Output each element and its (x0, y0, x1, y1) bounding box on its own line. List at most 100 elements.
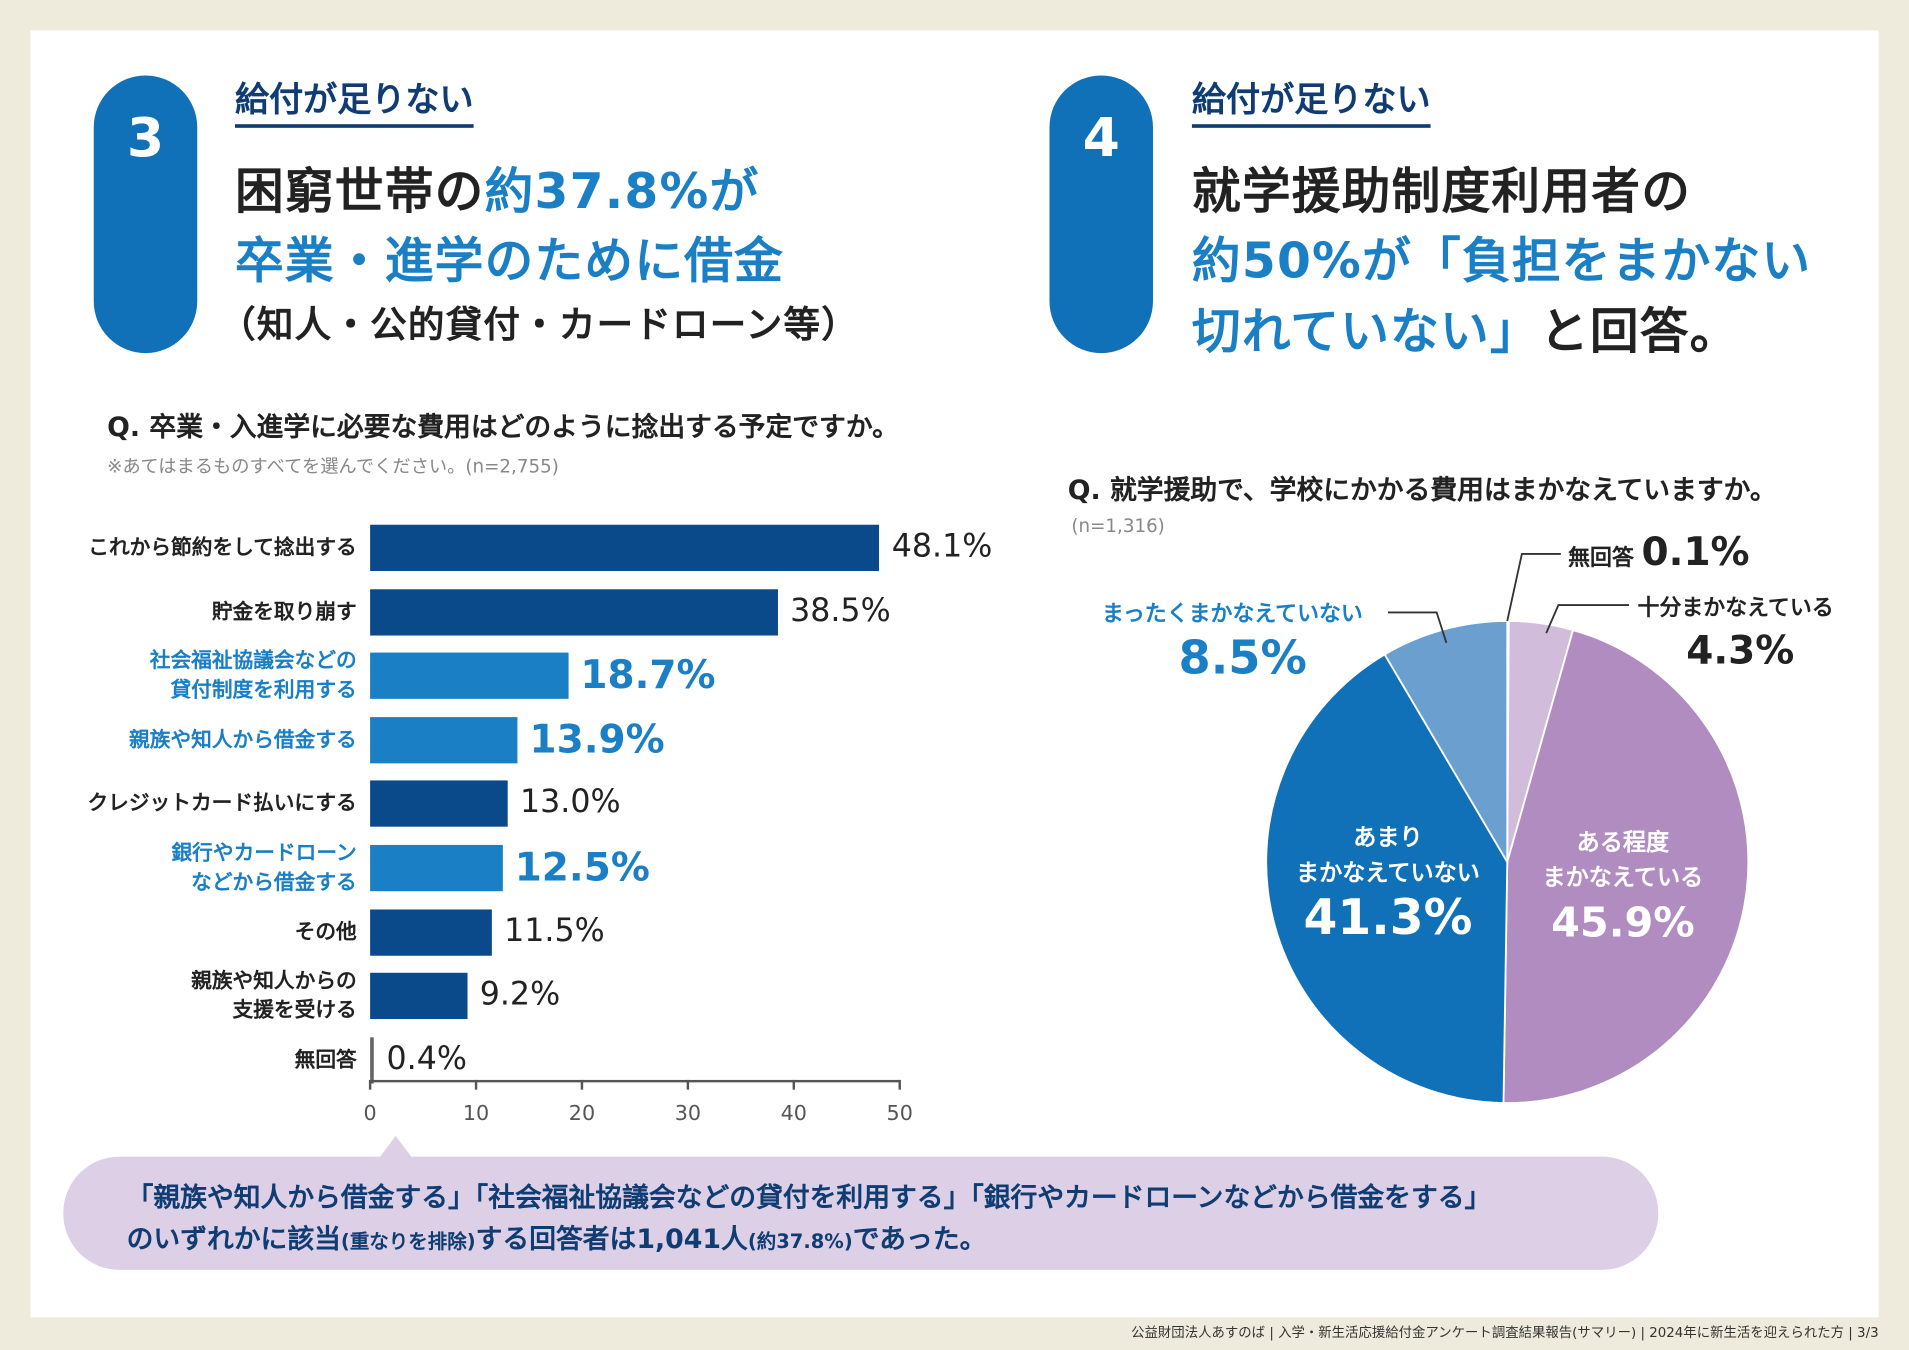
title-text: と回答。 (1539, 304, 1740, 361)
bar-value-label: 0.4% (386, 1040, 467, 1078)
bar (370, 1037, 375, 1084)
pie-slice (1502, 628, 1750, 1104)
label-line: 無回答 (294, 1048, 357, 1073)
bar-value-label: 48.1% (891, 528, 993, 565)
bar (370, 652, 569, 700)
label-line: 親族や知人から借金する (129, 727, 357, 753)
slice-value: 45.9% (1551, 898, 1695, 948)
pie-chart-note: (n=1,316) (1071, 515, 1165, 537)
pie-label-somewhat: ある程度まかなえている 45.9% (1501, 825, 1745, 948)
section-3-badge: 3 (93, 75, 198, 354)
title-text: 困窮世帯の (234, 164, 485, 221)
x-tick-label: 20 (568, 1101, 596, 1127)
pie-label-sufficient: 十分まかなえている (1637, 595, 1834, 621)
title-highlight: 切れていない」 (1191, 304, 1540, 361)
bar-label: 親族や知人から借金する (40, 725, 357, 754)
x-tick (792, 1079, 796, 1090)
label-line: 社会福祉協議会などの (149, 649, 357, 674)
section-4-badge: 4 (1049, 75, 1153, 354)
section-4-kicker: 給付が足りない (1191, 73, 1431, 128)
x-tick (474, 1079, 478, 1090)
label-line: まかなえていない (1295, 859, 1480, 887)
bar (370, 524, 880, 572)
bar-value-label: 13.9% (529, 715, 665, 762)
pie-value-sufficient: 4.3% (1686, 627, 1795, 674)
x-tick-label: 30 (674, 1101, 702, 1127)
x-tick (686, 1079, 690, 1090)
pie-slice (1383, 620, 1509, 866)
x-tick-label: 10 (462, 1101, 490, 1127)
bar (370, 716, 518, 764)
footer: 公益財団法人あすのば | 入学・新生活応援給付金アンケート調査結果報告(サマリー… (1131, 1324, 1879, 1341)
bar (370, 780, 508, 828)
section-3-title-line3: （知人・公的貸付・カードローン等） (219, 304, 859, 347)
label-line: あまり (1353, 824, 1423, 852)
label-line: 貸付制度を利用する (170, 678, 357, 703)
callout-line2: のいずれかに該当(重なりを排除)する回答者は1,041人(約37.8%)であった… (127, 1218, 987, 1257)
bar-label: 貯金を取り崩す (40, 597, 357, 626)
bar-value-label: 12.5% (514, 843, 650, 890)
bar (370, 844, 503, 892)
bar-label: その他 (40, 918, 357, 947)
bar-value-label: 9.2% (479, 976, 561, 1014)
slice-value: 41.3% (1303, 889, 1473, 946)
slice-name: 無回答 (1568, 545, 1634, 572)
bar-chart-question: Q. 卒業・入進学に必要な費用はどのように捻出する予定ですか。 (107, 412, 899, 444)
bar (370, 588, 778, 636)
section-3-title-line2: 卒業・進学のために借金 (234, 233, 785, 290)
text: のいずれかに該当 (126, 1224, 341, 1256)
section-4-title-line1: 就学援助制度利用者の (1191, 164, 1692, 221)
label-line: 銀行やカードローン (171, 841, 357, 866)
pie-value-not-at-all: 8.5% (1178, 630, 1307, 685)
x-tick (580, 1079, 584, 1090)
label-line: これから節約をして捻出する (88, 535, 357, 561)
section-3-kicker: 給付が足りない (234, 73, 474, 128)
callout-line1: 「親族や知人から借金する」「社会福祉協議会などの貸付を利用する」「銀行やカードロ… (126, 1183, 1492, 1214)
x-tick (898, 1079, 901, 1090)
bar-label: 銀行やカードローンなどから借金する (40, 839, 357, 897)
summary-callout: 「親族や知人から借金する」「社会福祉協議会などの貸付を利用する」「銀行やカードロ… (63, 1156, 1659, 1270)
leader-line (1545, 604, 1630, 634)
pie-chart-question: Q. 就学援助で、学校にかかる費用はまかなえていますか。 (1067, 476, 1777, 507)
callout-pointer (377, 1135, 414, 1161)
bar (370, 908, 492, 956)
label-line: 支援を受ける (232, 998, 357, 1023)
label-line: などから借金する (191, 870, 357, 895)
x-tick-label: 50 (886, 1101, 913, 1127)
section-number: 4 (1082, 107, 1120, 170)
text: であった。 (852, 1224, 987, 1256)
label-line: 親族や知人からの (191, 969, 357, 994)
x-tick-label: 40 (780, 1101, 807, 1127)
pie-label-no-answer: 無回答 0.1% (1568, 528, 1749, 574)
label-line: ある程度 (1576, 829, 1670, 856)
pie-label-not-much: あまりまかなえていない 41.3% (1266, 821, 1510, 946)
bar-label: クレジットカード払いにする (40, 789, 357, 818)
section-4-title-line2: 約50%が「負担をまかない (1191, 233, 1812, 290)
label-line: 貯金を取り崩す (211, 599, 357, 625)
bar-value-label: 38.5% (790, 592, 891, 629)
leader-line (1387, 611, 1448, 644)
leader-line (1506, 553, 1561, 622)
bar-value-label: 18.7% (580, 651, 716, 698)
x-tick (368, 1079, 372, 1090)
x-axis (370, 1079, 900, 1083)
text: (重なりを排除) (340, 1229, 476, 1253)
pie-slice (1265, 653, 1509, 1104)
bar-chart-note: ※あてはまるものすべてを選んでください。(n=2,755) (107, 455, 559, 478)
section-number: 3 (126, 107, 165, 170)
slice-value: 0.1% (1641, 528, 1750, 575)
bar-label: 親族や知人からの支援を受ける (40, 967, 357, 1025)
text: (約37.8%) (747, 1229, 853, 1253)
x-tick-label: 0 (363, 1101, 377, 1127)
pie-label-not-at-all: まったくまかなえていない (1101, 601, 1363, 628)
bar (370, 973, 468, 1020)
bar-label: 社会福祉協議会などの貸付制度を利用する (40, 647, 357, 705)
section-3-title-line1: 困窮世帯の約37.8%が (235, 152, 759, 223)
title-highlight: 約37.8%が (484, 164, 760, 221)
label-line: まかなえている (1542, 864, 1704, 892)
bar-label: 無回答 (40, 1046, 357, 1075)
bar-label: これから節約をして捻出する (40, 533, 357, 562)
section-4-title-line3: 切れていない」と回答。 (1192, 292, 1740, 363)
bar-value-label: 11.5% (504, 912, 605, 950)
